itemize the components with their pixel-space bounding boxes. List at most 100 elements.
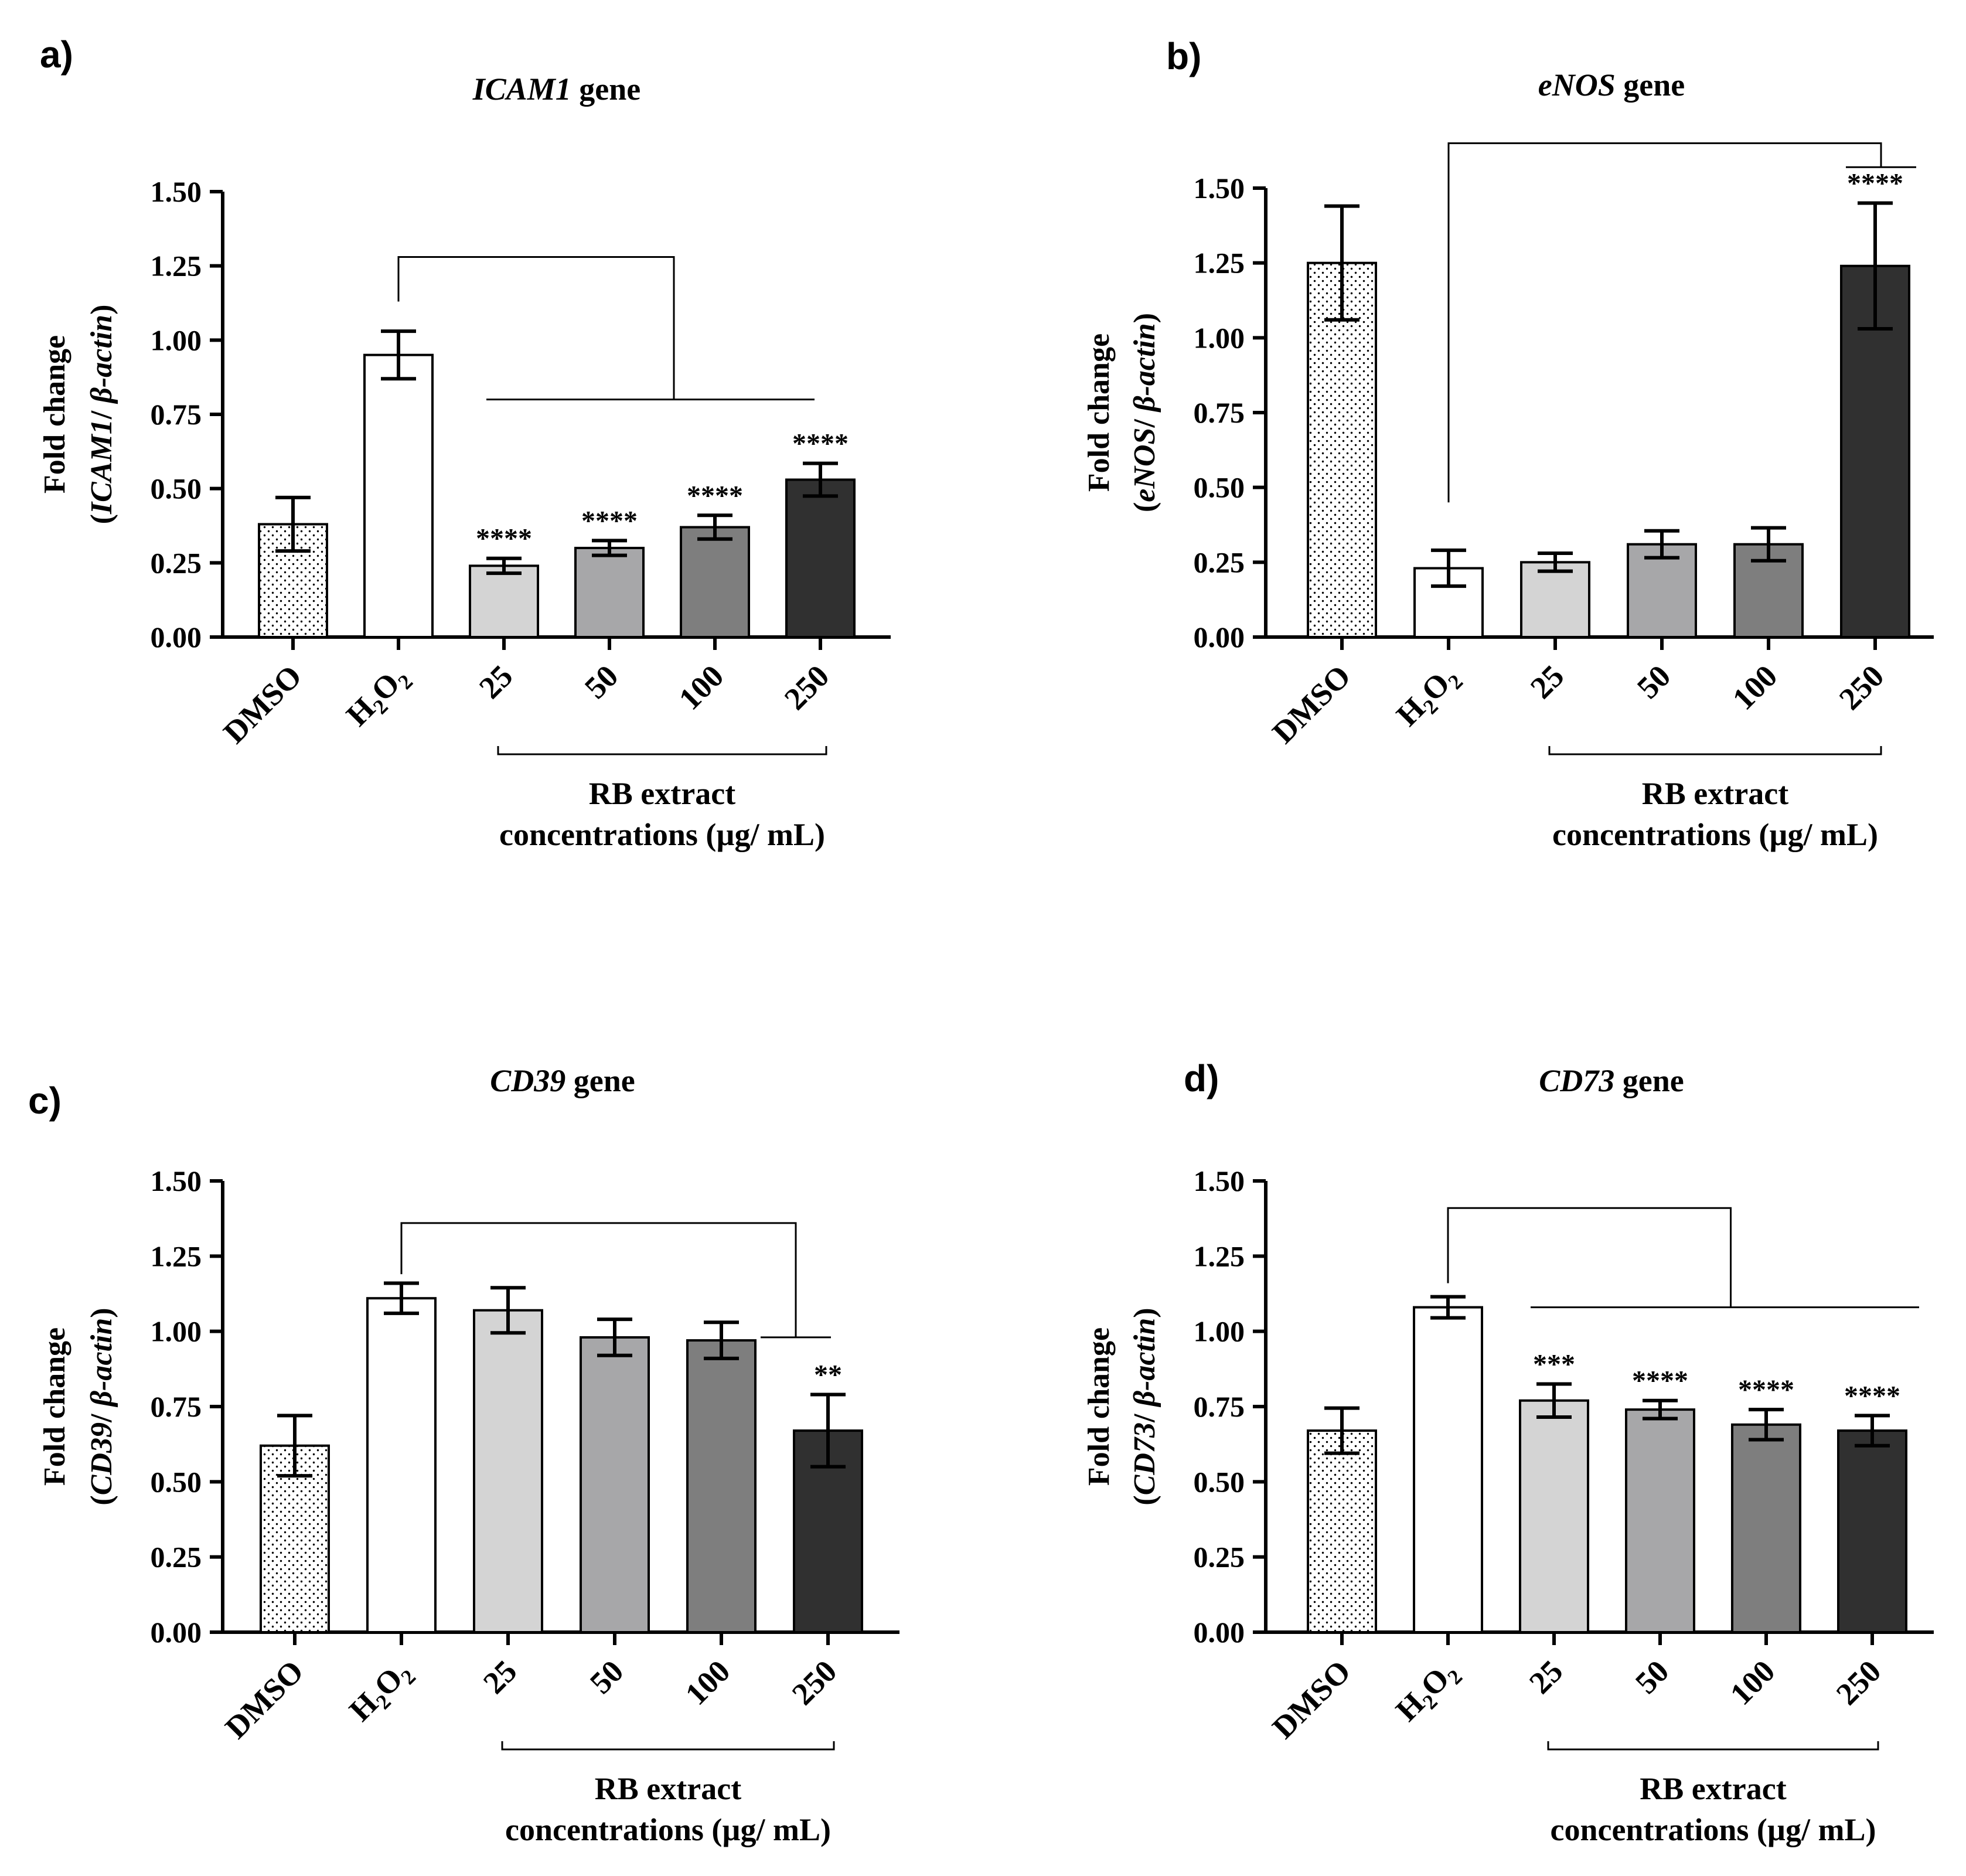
- bar-DMSO: [1307, 1429, 1377, 1633]
- y-label-slash: /: [85, 403, 118, 420]
- x-tick-label-DMSO: DMSO: [1266, 658, 1358, 750]
- y-tick-label: 1.00: [151, 324, 202, 356]
- group-label-line1: RB extract: [589, 776, 735, 811]
- x-tick-label-250: 250: [1832, 658, 1891, 717]
- x-tick-label-50: 50: [578, 658, 625, 706]
- x-tick-label-250: 250: [778, 658, 836, 717]
- y-label-slash: /: [1128, 411, 1161, 428]
- group-label-line1: RB extract: [1640, 1771, 1786, 1806]
- bar-H2O2: [366, 1297, 437, 1633]
- chart-panel-c: c) CD39 gene 0.00 0.25 0.50 0.75 1.00 1.25 1.50 F…: [28, 1063, 899, 1847]
- y-axis-label-line2: (CD73/ β-actin): [1128, 1308, 1161, 1505]
- y-label-ref: β-actin: [1128, 1318, 1161, 1408]
- y-tick-label: 1.25: [1194, 1240, 1245, 1272]
- y-tick-label: 1.50: [1194, 1165, 1245, 1197]
- panel-label: d): [1184, 1057, 1219, 1099]
- bar-25: [469, 564, 539, 639]
- chart-title-suffix: gene: [1616, 67, 1685, 103]
- y-label-paren-close: ): [1128, 313, 1161, 323]
- y-tick-label: 0.00: [1194, 1616, 1245, 1649]
- group-label-line2: concentrations (µg/ mL): [505, 1812, 831, 1847]
- group-bracket: [497, 746, 827, 755]
- chart-title: eNOS gene: [1538, 67, 1685, 103]
- y-label-ref: β-actin: [85, 1318, 118, 1408]
- y-label-paren-open: (: [1128, 1495, 1161, 1505]
- y-tick-label: 1.50: [151, 1165, 202, 1197]
- bar-100: [686, 1339, 757, 1633]
- y-tick-label: 0.50: [151, 1465, 202, 1498]
- y-tick-label: 0.75: [151, 398, 202, 431]
- y-tick-label: 0.75: [151, 1390, 202, 1423]
- y-tick-label: 1.00: [151, 1315, 202, 1348]
- bar-50: [1625, 1408, 1695, 1633]
- y-label-paren-close: ): [85, 1308, 118, 1317]
- significance-250: ****: [792, 428, 849, 459]
- chart-title-suffix: gene: [565, 1063, 635, 1098]
- y-axis-label-line2: (ICAM1/ β-actin): [85, 305, 118, 525]
- y-axis-label-line2: (CD39/ β-actin): [85, 1308, 118, 1505]
- y-label-ref: β-actin: [85, 315, 118, 404]
- bar-25: [1519, 1399, 1589, 1634]
- significance-100: ****: [1738, 1374, 1794, 1405]
- bar-H2O2: [363, 353, 434, 639]
- y-tick-label: 0.25: [1194, 546, 1245, 578]
- x-tick-label-25: 25: [472, 658, 520, 706]
- x-tick-label-50: 50: [1630, 658, 1678, 706]
- y-tick-label: 1.50: [151, 175, 202, 208]
- x-tick-label-25: 25: [476, 1653, 524, 1701]
- y-label-paren-close: ): [85, 305, 118, 315]
- panel-label: a): [40, 33, 73, 76]
- y-tick-label: 1.50: [1194, 172, 1245, 205]
- x-tick-label-H2O2: H2O2: [1389, 658, 1467, 736]
- y-tick-label: 0.50: [1194, 1465, 1245, 1498]
- y-label-paren-open: (: [85, 514, 118, 524]
- chart-title: CD39 gene: [490, 1063, 635, 1098]
- y-axis-label-line2: (eNOS/ β-actin): [1128, 313, 1161, 512]
- x-tick-label-DMSO: DMSO: [217, 658, 309, 750]
- group-bracket: [1548, 746, 1882, 755]
- y-tick-label: 1.00: [1194, 1315, 1245, 1348]
- significance-250: ****: [1844, 1380, 1900, 1411]
- significance-25: ****: [476, 523, 532, 554]
- x-tick-label-250: 250: [785, 1653, 844, 1712]
- y-label-gene: eNOS: [1128, 428, 1161, 502]
- x-tick-label-H2O2: H2O2: [339, 658, 417, 736]
- significance-250: ****: [1847, 168, 1903, 199]
- x-tick-label-25: 25: [1522, 1653, 1570, 1701]
- y-tick-label: 1.25: [1194, 247, 1245, 280]
- y-tick-label: 0.00: [151, 1616, 202, 1649]
- group-label-line2: concentrations (µg/ mL): [1550, 1812, 1876, 1847]
- bar-50: [574, 547, 645, 638]
- y-tick-label: 0.25: [151, 546, 202, 579]
- comparison-bracket: [400, 1222, 797, 1337]
- x-tick-label-25: 25: [1524, 658, 1571, 706]
- y-axis-label-line1: Fold change: [38, 335, 71, 493]
- panel-label: c): [28, 1080, 62, 1122]
- bar-25: [1520, 561, 1590, 638]
- y-tick-label: 0.00: [1194, 621, 1245, 653]
- bar-250: [1837, 1429, 1907, 1633]
- y-axis-label-line1: Fold change: [1082, 1327, 1116, 1486]
- chart-title-suffix: gene: [571, 72, 640, 107]
- y-label-slash: /: [1128, 1407, 1161, 1423]
- y-tick-label: 0.25: [1194, 1541, 1245, 1574]
- group-bracket: [501, 1741, 835, 1751]
- x-tick-label-100: 100: [1726, 658, 1784, 717]
- bar-25: [473, 1309, 543, 1634]
- bar-250: [785, 478, 856, 638]
- x-tick-label-H2O2: H2O2: [1389, 1653, 1467, 1731]
- y-tick-label: 0.50: [151, 472, 202, 505]
- chart-title: ICAM1 gene: [472, 72, 641, 107]
- y-label-paren-open: (: [85, 1495, 118, 1505]
- significance-50: ****: [581, 505, 638, 536]
- y-tick-label: 1.00: [1194, 321, 1245, 354]
- bar-50: [580, 1336, 650, 1634]
- panels-container: a) ICAM1 gene 0.00 0.25 0.50 0.75 1.00 1.25 1.50…: [28, 33, 1934, 1847]
- comparison-bracket: [397, 256, 675, 400]
- y-axis-label-line1: Fold change: [38, 1327, 71, 1486]
- bar-100: [680, 526, 750, 638]
- y-label-gene: CD39: [85, 1422, 118, 1495]
- y-label-gene: ICAM1: [85, 419, 118, 515]
- x-tick-label-100: 100: [672, 658, 731, 717]
- y-axis-label-line1: Fold change: [1082, 333, 1116, 492]
